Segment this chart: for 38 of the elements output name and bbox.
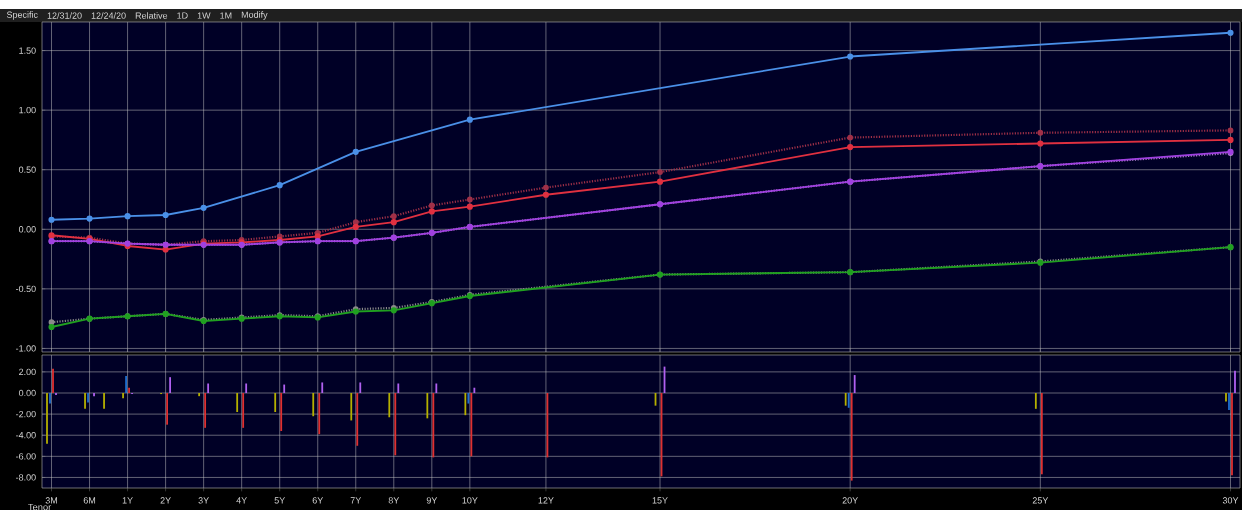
text: 1D [177,12,188,19]
x-tick-label: 9Y [426,497,438,504]
y-tick-label: -1.00 [16,345,36,352]
x-tick-label: 7Y [350,497,362,504]
text: Modify [241,11,268,20]
x-tick-label: 10Y [462,497,478,504]
y-tick-label: 2.00 [19,368,36,376]
text: 12/31/20 [47,12,82,19]
x-axis-title: Tenor [28,503,52,510]
text: 1W [197,12,211,19]
x-tick-label: 3Y [198,497,209,504]
x-tick-label: 30Y [1222,497,1239,504]
y-tick-label: 1.50 [19,47,36,54]
text: 1M [220,12,232,19]
y-tick-label: -0.50 [16,285,36,293]
x-tick-label: 6Y [312,497,324,504]
x-tick-label: 15Y [652,497,668,504]
x-tick-label: 3M [45,497,58,504]
text: Specific [6,11,38,20]
x-tick-label: 6M [83,497,96,504]
y-tick-label: -6.00 [16,453,36,460]
x-tick-label: 5Y [274,497,285,504]
x-tick-label: 20Y [842,497,858,504]
y-tick-label: -4.00 [16,432,36,439]
x-tick-label: 4Y [236,497,247,504]
y-tick-label: -8.00 [16,474,36,481]
x-tick-label: 1Y [122,497,133,504]
y-tick-label: 0.50 [18,166,36,173]
y-tick-label: 0.00 [18,226,36,233]
y-tick-label: 1.00 [19,106,36,114]
x-tick-label: 12Y [538,497,554,504]
x-tick-label: 2Y [160,497,171,504]
text: Relative [135,12,168,19]
text: 12/24/20 [91,12,126,19]
x-tick-label: 25Y [1032,497,1049,504]
x-tick-label: 8Y [388,497,400,504]
y-tick-label: 0.00 [18,389,36,397]
y-tick-label: -2.00 [16,410,36,418]
